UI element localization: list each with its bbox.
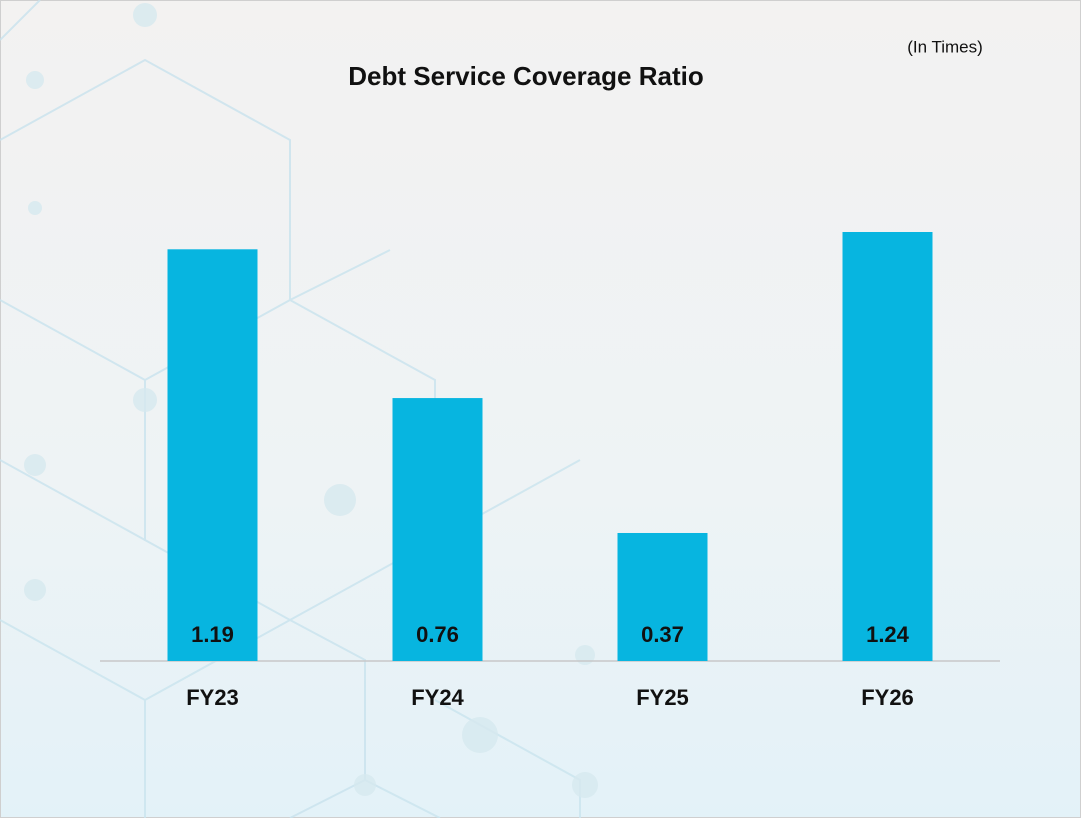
x-tick-label: FY24: [411, 685, 464, 710]
x-tick-label: FY25: [636, 685, 689, 710]
bar: [842, 232, 933, 661]
unit-note: (In Times): [907, 37, 983, 56]
x-tick-label: FY26: [861, 685, 914, 710]
x-tick-label: FY23: [186, 685, 239, 710]
data-label: 1.19: [191, 622, 234, 647]
decoration: [0, 0, 581, 818]
chart-title: Debt Service Coverage Ratio: [348, 61, 703, 91]
bar: [392, 398, 483, 661]
bar: [167, 249, 258, 661]
bar: [617, 532, 708, 661]
data-label: 0.37: [641, 622, 684, 647]
data-label: 1.24: [866, 622, 910, 647]
decoration-dots: [24, 3, 598, 798]
data-label: 0.76: [416, 622, 459, 647]
